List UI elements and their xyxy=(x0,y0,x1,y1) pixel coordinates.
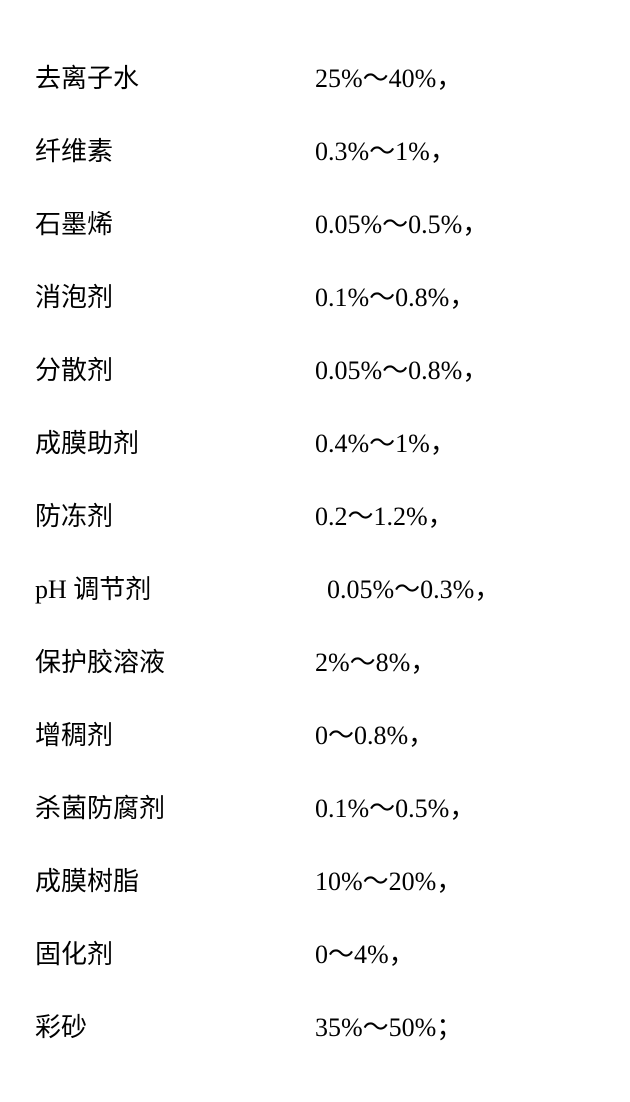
ingredient-label: 增稠剂 xyxy=(35,697,315,770)
table-row: 石墨烯 0.05%～0.5%， xyxy=(35,186,595,259)
table-row: 纤维素 0.3%～1%， xyxy=(35,113,595,186)
ingredient-value: 25%～40%， xyxy=(315,40,595,113)
ingredient-label: pH 调节剂 xyxy=(35,551,315,624)
table-row: 成膜树脂 10%～20%， xyxy=(35,843,595,916)
ingredient-value: 0～0.8%， xyxy=(315,697,595,770)
ingredient-value: 0.05%～0.5%， xyxy=(315,186,595,259)
ingredient-value: 10%～20%， xyxy=(315,843,595,916)
table-row: 防冻剂 0.2～1.2%， xyxy=(35,478,595,551)
ingredient-value: 0.05%～0.8%， xyxy=(315,332,595,405)
ingredient-value: 0.3%～1%， xyxy=(315,113,595,186)
ingredient-value: 0.05%～0.3%， xyxy=(315,551,595,624)
ingredient-value: 2%～8%， xyxy=(315,624,595,697)
table-row: 固化剂 0～4%， xyxy=(35,916,595,989)
ingredient-label: 保护胶溶液 xyxy=(35,624,315,697)
ingredient-value: 0.1%～0.8%， xyxy=(315,259,595,332)
ingredient-label: 纤维素 xyxy=(35,113,315,186)
ingredient-label: 石墨烯 xyxy=(35,186,315,259)
table-row: 杀菌防腐剂 0.1%～0.5%， xyxy=(35,770,595,843)
table-row: 去离子水 25%～40%， xyxy=(35,40,595,113)
ingredient-value: 0～4%， xyxy=(315,916,595,989)
ingredient-label: 消泡剂 xyxy=(35,259,315,332)
ingredient-label: 分散剂 xyxy=(35,332,315,405)
ingredient-label: 杀菌防腐剂 xyxy=(35,770,315,843)
ingredient-value: 0.1%～0.5%， xyxy=(315,770,595,843)
ingredient-label: 成膜助剂 xyxy=(35,405,315,478)
table-row: 分散剂 0.05%～0.8%， xyxy=(35,332,595,405)
ingredient-label: 成膜树脂 xyxy=(35,843,315,916)
ingredient-label: 固化剂 xyxy=(35,916,315,989)
ingredient-label: 防冻剂 xyxy=(35,478,315,551)
table-row: 保护胶溶液 2%～8%， xyxy=(35,624,595,697)
table-row: 增稠剂 0～0.8%， xyxy=(35,697,595,770)
table-row: 成膜助剂 0.4%～1%， xyxy=(35,405,595,478)
ingredient-value: 0.2～1.2%， xyxy=(315,478,595,551)
ingredient-label: 去离子水 xyxy=(35,40,315,113)
table-row: 消泡剂 0.1%～0.8%， xyxy=(35,259,595,332)
ingredient-value: 0.4%～1%， xyxy=(315,405,595,478)
table-row: pH 调节剂 0.05%～0.3%， xyxy=(35,551,595,624)
composition-table: 去离子水 25%～40%， 纤维素 0.3%～1%， 石墨烯 0.05%～0.5… xyxy=(35,40,595,1062)
